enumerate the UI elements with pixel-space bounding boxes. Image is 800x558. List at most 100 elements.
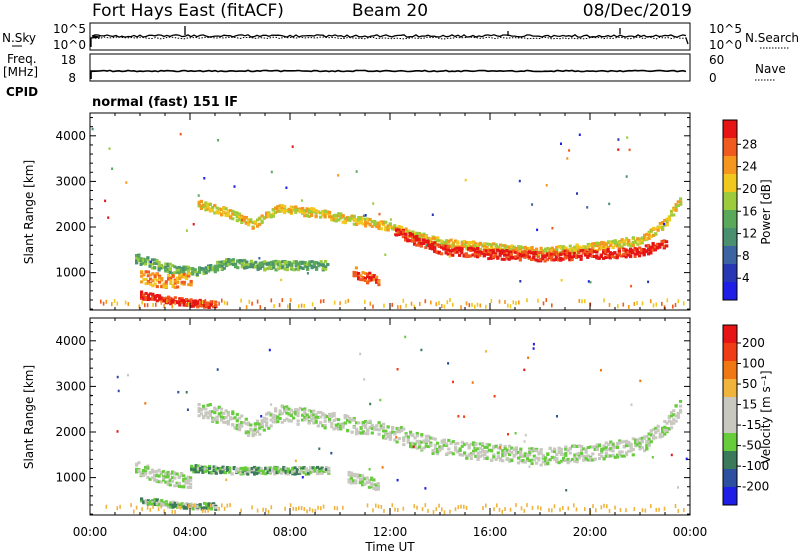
- power-cell: [189, 267, 193, 271]
- velocity-cell: [424, 503, 427, 508]
- velocity-cell: [247, 423, 251, 427]
- power-cell: [198, 304, 202, 308]
- velocity-cell: [611, 453, 615, 457]
- velocity-cell: [395, 426, 399, 430]
- power-cell: [584, 245, 588, 249]
- power-cell: [662, 240, 666, 244]
- power-cell: [203, 303, 207, 307]
- power-cell: [422, 242, 426, 245]
- power-cell: [316, 210, 320, 214]
- velocity-cell: [316, 424, 320, 428]
- power-cell: [446, 300, 449, 305]
- power-cell: [644, 244, 648, 248]
- velocity-cell: [604, 448, 608, 452]
- time-tick-label: 20:00: [573, 525, 608, 539]
- power-cell: [288, 260, 292, 264]
- power-cell: [256, 224, 260, 228]
- power-cell: [633, 301, 636, 306]
- power-cell: [254, 260, 258, 264]
- power-cell: [555, 245, 559, 249]
- power-cell: [384, 226, 388, 229]
- velocity-cell: [418, 442, 422, 446]
- velocity-cell: [268, 470, 272, 474]
- velocity-cell: [343, 416, 347, 420]
- power-cell: [397, 230, 401, 234]
- velocity-cell: [532, 347, 535, 350]
- power-cell: [180, 273, 184, 277]
- power-cell: [464, 178, 467, 182]
- power-cell: [152, 303, 154, 307]
- power-cell: [300, 199, 303, 202]
- power-cell: [485, 252, 489, 256]
- power-cell: [215, 206, 219, 210]
- velocity-cell: [471, 381, 474, 384]
- power-cell: [171, 271, 175, 275]
- velocity-colorbar-segment: [723, 433, 737, 452]
- power-cell: [431, 247, 435, 251]
- power-cell: [146, 270, 150, 274]
- power-cell: [492, 242, 496, 246]
- power-cell: [589, 281, 592, 284]
- velocity-cell: [406, 435, 410, 439]
- power-ytick-label: 1000: [55, 266, 86, 280]
- velocity-cell: [198, 505, 202, 508]
- power-cell: [372, 276, 376, 279]
- power-cell: [528, 246, 532, 250]
- power-cell: [633, 252, 637, 256]
- velocity-cell: [667, 427, 671, 431]
- power-cell: [298, 208, 302, 212]
- velocity-cell: [580, 445, 584, 448]
- power-cell: [205, 304, 209, 308]
- velocity-cell: [616, 441, 620, 445]
- power-cell: [163, 303, 165, 308]
- power-cell: [256, 299, 259, 304]
- power-cell: [238, 259, 242, 262]
- power-cell: [679, 201, 683, 205]
- velocity-cell: [194, 470, 198, 474]
- velocity-cell: [361, 477, 365, 481]
- power-cell: [175, 268, 179, 272]
- power-cell: [366, 218, 370, 222]
- velocity-cell: [674, 414, 678, 418]
- power-cell: [254, 265, 258, 269]
- power-cell: [355, 219, 359, 223]
- power-cell: [182, 270, 186, 274]
- velocity-cell: [415, 434, 419, 438]
- power-cell: [662, 246, 666, 250]
- velocity-cell: [325, 415, 329, 418]
- velocity-cell: [595, 448, 599, 452]
- power-cell: [189, 271, 193, 275]
- velocity-cell: [530, 447, 534, 451]
- velocity-cell: [535, 461, 539, 465]
- velocity-cell: [162, 475, 166, 479]
- power-cell: [653, 248, 657, 252]
- power-cell: [383, 303, 385, 308]
- velocity-cell: [207, 506, 211, 510]
- power-cell: [584, 249, 588, 253]
- power-cell: [505, 253, 509, 257]
- velocity-cell: [274, 417, 278, 421]
- power-cell: [426, 239, 430, 243]
- power-cell: [209, 300, 213, 304]
- velocity-cell: [221, 470, 225, 474]
- power-cell: [378, 212, 381, 216]
- velocity-cell: [249, 427, 253, 431]
- power-cell: [341, 215, 345, 219]
- power-cell: [364, 217, 368, 221]
- velocity-cell: [151, 502, 155, 506]
- power-cell: [235, 215, 239, 219]
- velocity-cell: [189, 476, 193, 480]
- power-cell: [222, 211, 226, 215]
- velocity-cell: [566, 460, 570, 464]
- power-cell: [169, 302, 173, 306]
- power-cell: [240, 265, 244, 269]
- power-cell: [348, 218, 352, 222]
- velocity-cell: [539, 448, 543, 452]
- power-cell: [271, 208, 275, 212]
- power-cell: [287, 207, 291, 211]
- power-cell: [491, 255, 495, 259]
- velocity-cell: [565, 489, 568, 492]
- power-cell: [198, 268, 202, 272]
- velocity-cell: [180, 502, 184, 506]
- velocity-cell: [296, 408, 300, 412]
